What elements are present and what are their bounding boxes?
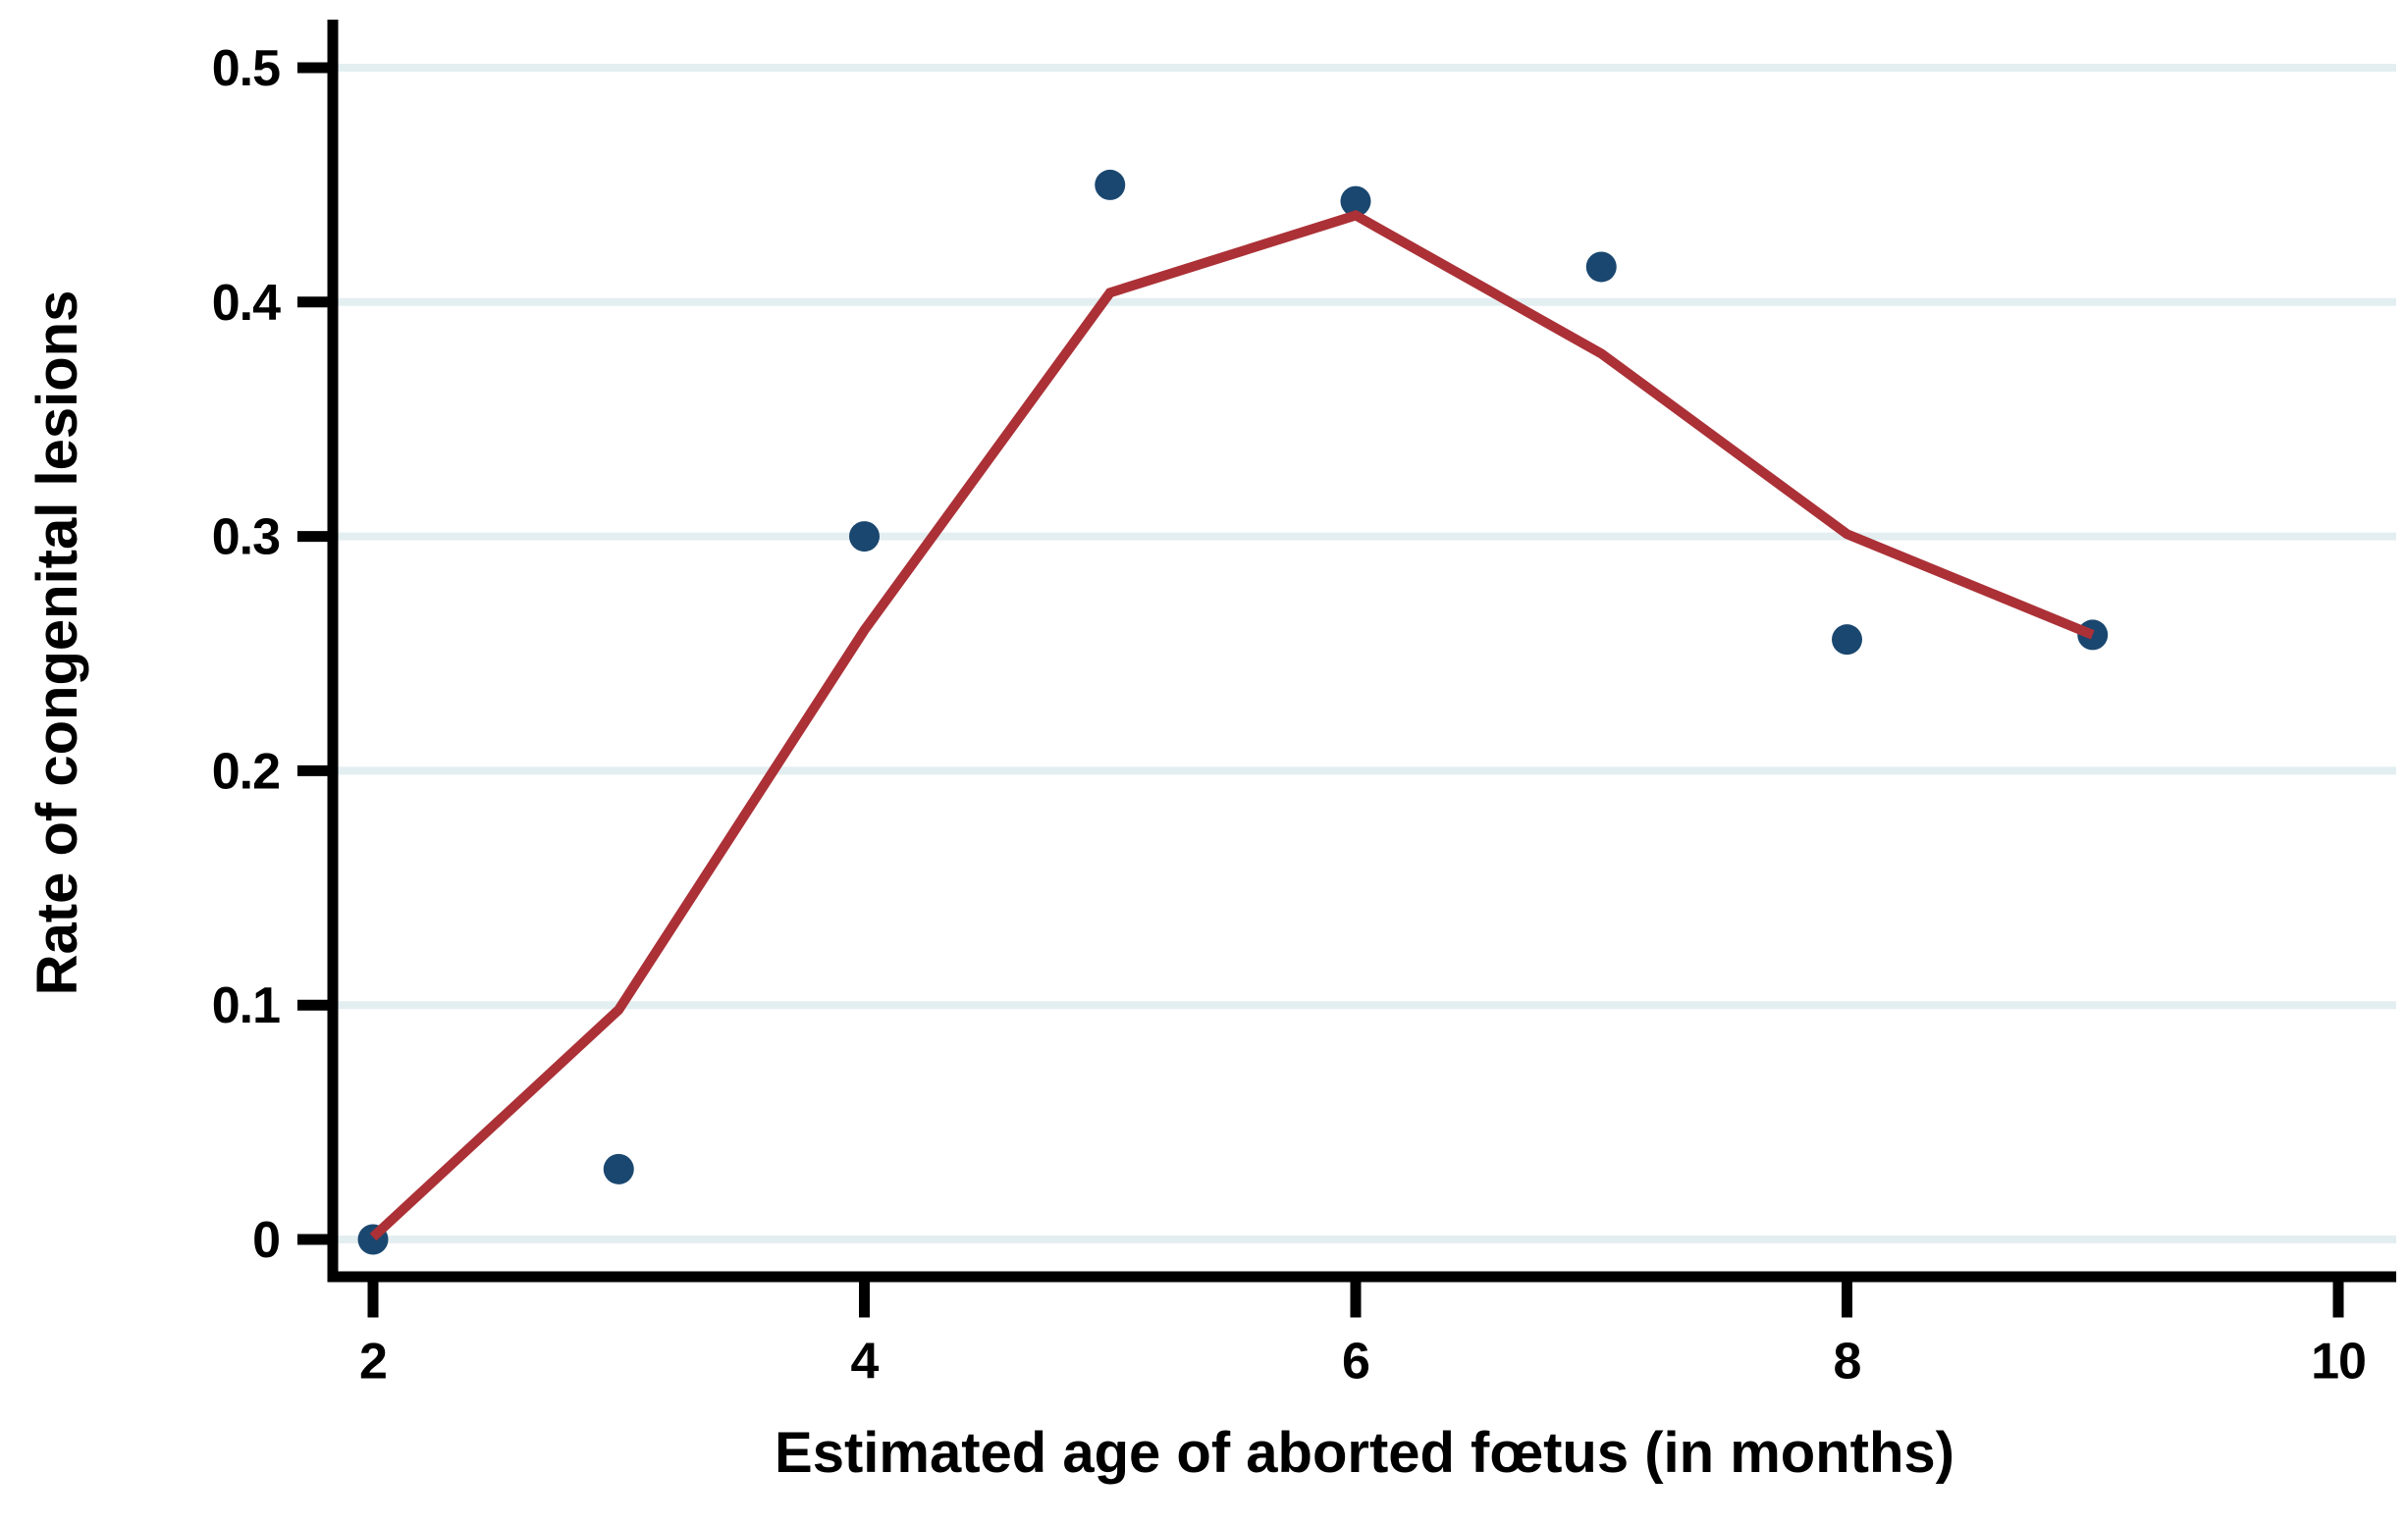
x-tick-label-8: 8: [1834, 1334, 1861, 1391]
x-tick-label-6: 6: [1342, 1334, 1369, 1391]
data-point-x6: [1340, 185, 1371, 217]
y-tick-label-0.5: 0.5: [212, 40, 280, 97]
x-axis-title: Estimated age of aborted fœtus (in month…: [775, 1421, 1954, 1485]
fitted-trend-line: [369, 210, 2095, 1241]
y-axis-title: Rate of congenital lesions: [26, 290, 89, 996]
y-tick-label-0.4: 0.4: [212, 275, 281, 332]
data-point-x3: [603, 1153, 634, 1184]
x-tick-label-2: 2: [359, 1334, 387, 1391]
data-point-x7: [1585, 251, 1617, 283]
y-tick-label-0.1: 0.1: [212, 977, 280, 1034]
data-point-x8: [1832, 624, 1862, 656]
x-tick-label-4: 4: [851, 1334, 880, 1391]
y-tick-label-0.2: 0.2: [212, 743, 280, 800]
y-tick-label-0: 0: [252, 1212, 280, 1269]
x-tick-label-10: 10: [2311, 1334, 2366, 1391]
data-point-x5: [1095, 169, 1126, 200]
data-point-x4: [849, 521, 880, 553]
y-tick-label-0.3: 0.3: [212, 509, 280, 566]
